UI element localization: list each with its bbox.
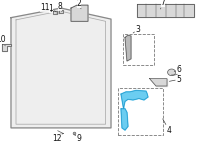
Bar (123, 34, 154, 65)
Polygon shape (121, 90, 148, 109)
Polygon shape (56, 11, 59, 13)
Polygon shape (150, 79, 167, 86)
Polygon shape (125, 35, 131, 61)
Text: 4: 4 (163, 119, 171, 135)
Polygon shape (2, 44, 11, 51)
Text: 7: 7 (160, 0, 165, 9)
Text: 5: 5 (169, 75, 181, 84)
Polygon shape (137, 4, 194, 17)
Text: 10: 10 (0, 35, 6, 46)
Text: 3: 3 (133, 25, 140, 34)
Text: 1: 1 (49, 4, 56, 13)
Text: 9: 9 (75, 134, 81, 143)
Polygon shape (121, 109, 128, 130)
Text: 11: 11 (40, 3, 52, 12)
Text: 6: 6 (174, 65, 181, 74)
Text: 2: 2 (77, 0, 81, 9)
Polygon shape (11, 8, 111, 128)
Polygon shape (71, 5, 88, 21)
Polygon shape (59, 10, 63, 13)
Polygon shape (53, 11, 57, 14)
Ellipse shape (168, 69, 176, 76)
Bar (118, 88, 163, 135)
Text: 12: 12 (52, 134, 62, 143)
Text: 8: 8 (58, 2, 62, 12)
